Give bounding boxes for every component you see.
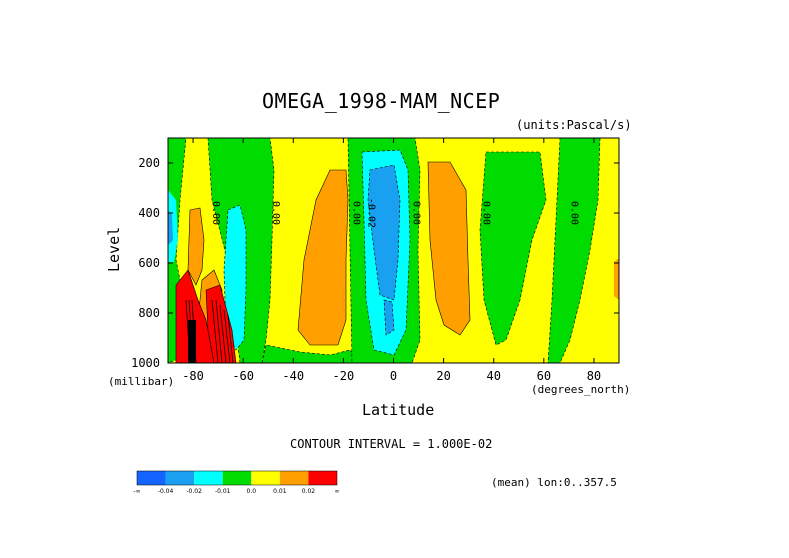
contour-label: 0.00 xyxy=(411,201,422,225)
contour-labels: 0.00 0.00 0.00 -0.02 0.00 0.00 0.00 xyxy=(210,198,579,228)
field-green-6 xyxy=(547,138,601,363)
contour-label: 0.00 xyxy=(350,201,361,225)
field-red-1 xyxy=(175,269,215,363)
x-tick-label: -60 xyxy=(232,369,254,383)
contour-interval: CONTOUR INTERVAL = 1.000E-02 xyxy=(290,437,493,451)
tick-labels: -80 -60 -40 -20 0 20 40 60 80 200 400 600 800 1000 xyxy=(131,156,601,383)
field-blue-1 xyxy=(168,210,173,245)
x-tick-label: 20 xyxy=(436,369,450,383)
x-tick-label: 80 xyxy=(587,369,601,383)
x-tick-label: 40 xyxy=(486,369,500,383)
y-tick-label: 200 xyxy=(138,156,160,170)
legend-label: 0.0 xyxy=(247,488,257,495)
x-axis-label: Latitude xyxy=(362,401,435,419)
field-green-3 xyxy=(261,344,361,363)
contour-label: 0.00 xyxy=(210,201,221,225)
y-tick-label: 800 xyxy=(138,306,160,320)
legend-label: 0.02 xyxy=(302,488,316,495)
field-green-5 xyxy=(479,151,547,346)
mean-lon-note: (mean) lon:0..357.5 xyxy=(491,476,617,489)
field-cyan-2 xyxy=(223,204,247,351)
field-orange-4 xyxy=(427,161,471,336)
field-orange-3 xyxy=(297,169,349,346)
contour-label: 0.00 xyxy=(481,201,492,225)
field-blue-3 xyxy=(383,299,395,336)
legend-swatch xyxy=(165,471,195,485)
legend-label: 0.01 xyxy=(273,488,287,495)
legend-swatch xyxy=(222,471,252,485)
legend-label: -∞ xyxy=(133,488,140,495)
legend-swatch xyxy=(308,471,337,485)
color-legend: -∞ -0.04 -0.02 -0.01 0.0 0.01 0.02 ∞ xyxy=(133,470,340,495)
y-tick-label: 400 xyxy=(138,206,160,220)
chart-title: OMEGA_1998-MAM_NCEP xyxy=(262,89,501,113)
legend-swatch xyxy=(279,471,309,485)
field-red-2 xyxy=(205,284,237,363)
legend-label: -0.02 xyxy=(186,488,202,495)
x-tick-label: 0 xyxy=(390,369,397,383)
legend-label: -0.01 xyxy=(215,488,231,495)
y-unit-label: (millibar) xyxy=(108,375,175,388)
contour-field xyxy=(168,138,619,363)
legend-swatch xyxy=(251,471,280,485)
x-tick-label: -80 xyxy=(182,369,204,383)
legend-swatch xyxy=(194,471,223,485)
contour-label: -0.02 xyxy=(365,198,376,228)
legend-swatch xyxy=(137,471,166,485)
field-cyan-1 xyxy=(168,190,178,262)
x-tick-label: -20 xyxy=(333,369,355,383)
y-axis-label: Level xyxy=(105,226,123,272)
legend-label: -0.04 xyxy=(158,488,174,495)
y-tick-label: 1000 xyxy=(131,356,160,370)
axis-ticks xyxy=(168,138,619,364)
contour-label: 0.00 xyxy=(568,201,579,225)
contour-label: 0.00 xyxy=(270,201,281,225)
units-label: (units:Pascal/s) xyxy=(516,118,632,132)
legend-label: ∞ xyxy=(335,488,340,495)
legend-frame xyxy=(136,470,338,486)
field-black xyxy=(188,320,196,363)
field-blue-2 xyxy=(367,164,401,301)
x-unit-label: (degrees_north) xyxy=(531,383,631,396)
x-tick-label: 60 xyxy=(537,369,551,383)
x-tick-label: -40 xyxy=(282,369,304,383)
field-orange-5 xyxy=(614,258,619,300)
y-tick-label: 600 xyxy=(138,256,160,270)
